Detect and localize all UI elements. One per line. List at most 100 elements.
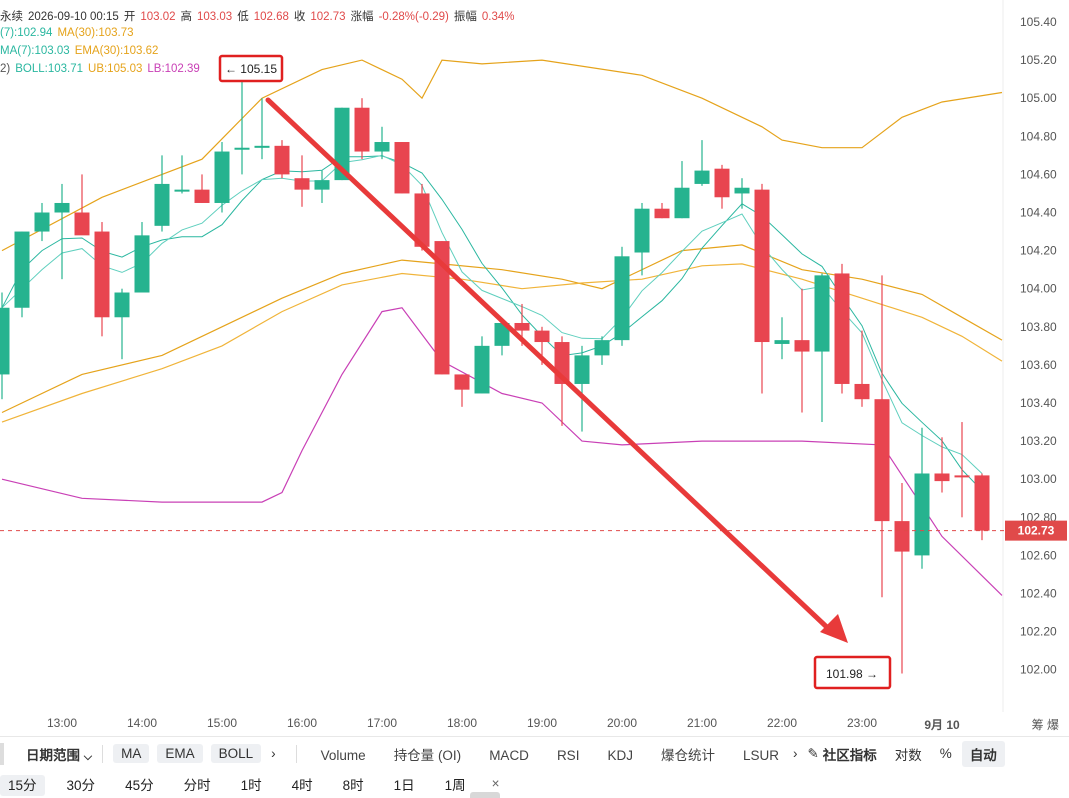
candle-body <box>314 180 330 190</box>
close-icon[interactable]: × <box>491 776 500 791</box>
ohlc-field-6: 低 <box>237 11 249 23</box>
percent-scale-button[interactable]: % <box>939 746 952 761</box>
candle-body <box>614 256 630 341</box>
candle-body <box>734 187 750 194</box>
candle-body <box>74 212 90 236</box>
last-price-tag <box>1005 520 1067 541</box>
boll-field-0: 2) <box>0 63 11 75</box>
high-price-label: ← 105.15 <box>225 62 277 76</box>
ohlc-field-5: 103.03 <box>197 11 233 23</box>
timeframe-5-button[interactable]: 4时 <box>291 777 313 793</box>
toolbar-handle[interactable] <box>0 742 4 765</box>
indicator-button-1[interactable]: 持仓量 (OI) <box>393 747 462 763</box>
timeframe-4-button[interactable]: 1时 <box>240 777 262 793</box>
auto-scale-button[interactable]: 自动 <box>961 740 1005 767</box>
candle-body <box>654 208 670 219</box>
x-tick-label: 13:00 <box>46 716 78 730</box>
divider <box>295 744 297 763</box>
indicator-button-3[interactable]: RSI <box>556 747 580 763</box>
y-tick-label: 104.60 <box>1020 167 1057 181</box>
ohlc-field-13: 0.34% <box>481 11 515 23</box>
ohlc-field-7: 102.68 <box>253 11 289 23</box>
x-tick-label: 19:00 <box>526 716 558 730</box>
timeframe-7-button[interactable]: 1日 <box>393 777 415 793</box>
timeframe-toolbar: 15分 30分 45分 分时 1时 4时 8时 1日 1周 × <box>0 769 1069 798</box>
y-tick-label: 103.20 <box>1020 434 1057 448</box>
indicator-button-4[interactable]: KDJ <box>607 747 633 763</box>
candle-body <box>274 145 290 175</box>
ohlc-field-2: 开 <box>123 11 136 23</box>
candle-body <box>874 399 890 522</box>
candle-body <box>454 374 470 390</box>
timeframe-0-button[interactable]: 15分 <box>0 774 45 796</box>
indicator-button-0[interactable]: Volume <box>320 747 366 763</box>
ma-field-0: (7):102.94 <box>0 27 53 39</box>
candle-body <box>634 208 650 253</box>
candle-body <box>294 178 310 190</box>
candle-body <box>814 275 830 352</box>
x-tick-label: 9月 10 <box>924 718 960 732</box>
y-tick-label: 103.80 <box>1020 320 1057 334</box>
chart-area[interactable]: 105.40 105.20 105.00 104.80 104.60 104.40 104.… <box>0 0 1069 712</box>
ohlc-field-9: 102.73 <box>310 11 346 23</box>
boll-info-line: 2) BOLL:103.71 UB:105.03 LB:102.39 <box>0 63 205 75</box>
indicator-button-6[interactable]: LSUR <box>742 747 779 763</box>
boll-field-3: LB:102.39 <box>147 63 200 75</box>
ohlc-field-0: 永续 <box>0 11 23 23</box>
more-indicators-button[interactable]: › <box>792 746 798 761</box>
candle-body <box>834 273 850 384</box>
boll-field-1: BOLL:103.71 <box>15 63 84 75</box>
candle-body <box>694 170 710 184</box>
candle-body <box>794 340 810 352</box>
indicator-button-5[interactable]: 爆仓统计 <box>660 747 715 763</box>
candle-body <box>434 241 450 375</box>
y-tick-label: 104.40 <box>1020 206 1057 220</box>
x-tick-label: 20:00 <box>606 716 638 730</box>
ohlc-field-11: -0.28%(-0.29) <box>378 11 449 23</box>
candle-body <box>914 473 930 556</box>
candle-body <box>594 340 610 356</box>
timeframe-6-button[interactable]: 8时 <box>342 777 364 793</box>
candle-body <box>714 168 730 198</box>
overlay-boll-button[interactable]: BOLL <box>210 744 262 763</box>
x-tick-label: 17:00 <box>366 716 398 730</box>
candle-body <box>34 212 50 232</box>
candle-body <box>234 147 250 150</box>
date-range-button[interactable]: 日期范围 ⌵ <box>26 744 92 764</box>
candle-body <box>954 475 970 478</box>
ohlc-field-10: 涨幅 <box>350 11 374 23</box>
candle-body <box>194 189 210 203</box>
y-tick-label: 103.00 <box>1020 472 1057 486</box>
candle-body <box>754 189 770 343</box>
y-tick-label: 102.40 <box>1020 587 1057 601</box>
ema30-line <box>1 263 1003 423</box>
ma-info-line: (7):102.94 MA(30):103.73 <box>0 27 139 39</box>
timeframe-1-button[interactable]: 30分 <box>66 777 96 793</box>
indicator-button-2[interactable]: MACD <box>489 747 529 763</box>
candle-body <box>414 193 430 247</box>
last-price-label: 102.73 <box>1018 524 1055 538</box>
overlay-ema-button[interactable]: EMA <box>157 744 203 763</box>
date-range-label: 日期范围 <box>26 747 80 763</box>
community-indicators-button[interactable]: 社区指标 <box>822 747 877 763</box>
edit-icon[interactable]: ✎ <box>807 745 819 761</box>
more-overlays-button[interactable]: › <box>271 746 276 761</box>
high-label-box <box>218 54 284 83</box>
candle-body <box>934 473 950 482</box>
candlestick-chart[interactable]: 105.40 105.20 105.00 104.80 104.60 104.40 104.… <box>0 0 1069 712</box>
timeframe-8-button[interactable]: 1周 <box>444 777 466 793</box>
candle-body <box>514 322 530 331</box>
log-scale-button[interactable]: 对数 <box>894 747 922 763</box>
resize-handle[interactable] <box>470 792 500 798</box>
candle-body <box>354 107 370 152</box>
ohlc-field-4: 高 <box>180 11 193 23</box>
timeframe-3-button[interactable]: 分时 <box>183 777 211 793</box>
xaxis-corner-label: 筹 爆 <box>1031 718 1059 732</box>
y-tick-label: 105.40 <box>1020 15 1057 29</box>
candle-body <box>534 330 550 343</box>
overlay-ma-button[interactable]: MA <box>113 744 150 763</box>
candle-body <box>894 521 910 552</box>
x-tick-label: 23:00 <box>846 716 878 730</box>
timeframe-2-button[interactable]: 45分 <box>125 777 154 793</box>
candle-body <box>94 231 110 318</box>
